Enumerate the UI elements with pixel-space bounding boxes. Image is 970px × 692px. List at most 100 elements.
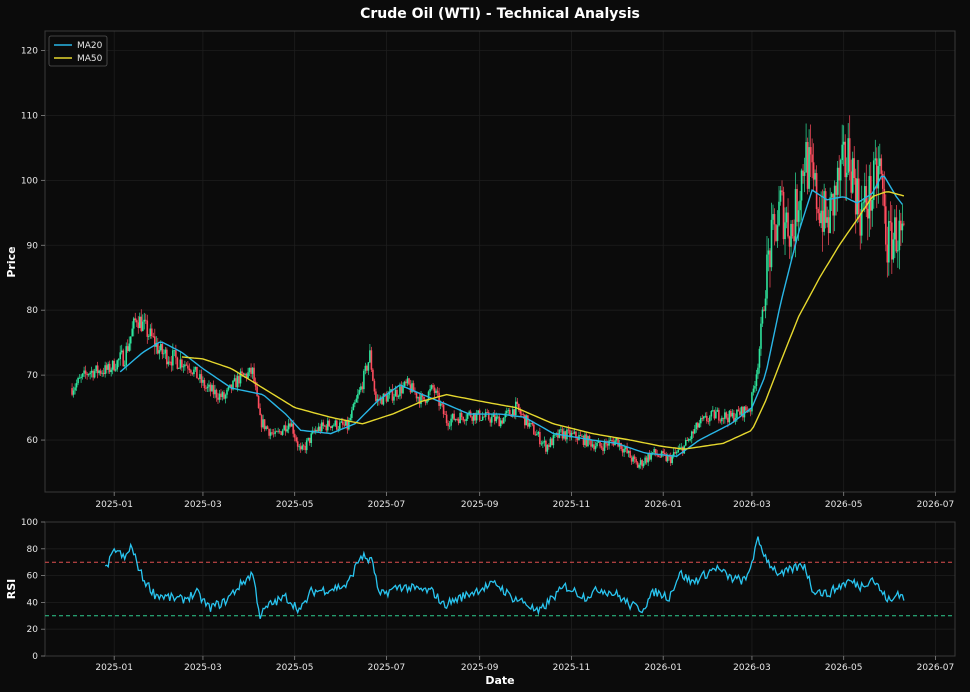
candle-body (755, 374, 758, 386)
candle-body (507, 409, 510, 411)
candle-body (821, 210, 824, 232)
candle-body (620, 443, 622, 450)
candle-body (814, 173, 816, 180)
candle-body (851, 158, 854, 193)
candle-body (493, 414, 496, 422)
rsi-x-tick-label: 2025-09 (461, 663, 499, 673)
candle-body (342, 421, 344, 425)
candle-body (93, 371, 96, 378)
candle-body (751, 392, 753, 412)
candle-body (767, 250, 770, 255)
price-y-ticks: 60 70 80 90 100 110 120 (21, 46, 45, 446)
candle-body (621, 449, 624, 453)
candle-body (531, 422, 534, 425)
candle-body (534, 434, 537, 436)
candle-body (545, 440, 547, 452)
rsi-y-tick-label: 100 (21, 518, 38, 528)
candle-body (463, 420, 466, 422)
candle-body (891, 222, 893, 260)
candle-body (272, 433, 275, 435)
candle-body (716, 409, 719, 412)
candle-body (123, 365, 126, 367)
candle-body (875, 158, 878, 189)
candle-body (71, 388, 73, 395)
candle-body (703, 416, 705, 419)
candle-body (78, 377, 81, 379)
candle-body (376, 398, 379, 402)
candle-body (110, 369, 112, 373)
candle-body (293, 433, 296, 438)
candle-body (269, 432, 272, 436)
candle-body (101, 372, 103, 374)
rsi-x-tick-label: 2026-05 (825, 663, 863, 673)
candle-body (863, 186, 866, 203)
candle-body (590, 440, 592, 447)
rsi-x-tick-label: 2026-03 (733, 663, 771, 673)
candle-body (698, 423, 701, 428)
candle-body (706, 415, 708, 422)
candle-body (438, 392, 440, 406)
candle-body (421, 394, 424, 397)
candle-body (325, 425, 328, 431)
candle-body (552, 435, 555, 446)
candle-body (361, 386, 364, 390)
candle-body (173, 350, 176, 352)
candle-body (511, 409, 514, 417)
candle-body (307, 437, 310, 441)
candle-body (411, 383, 413, 393)
candle-body (885, 206, 887, 245)
candle-body (504, 413, 507, 418)
rsi-y-ticks: 0 20 40 60 80 100 (21, 518, 45, 662)
candle-body (878, 158, 881, 167)
candle-body (745, 406, 747, 411)
x-axis-label: Date (485, 674, 514, 687)
candle-body (581, 436, 583, 437)
rsi-y-tick-label: 20 (27, 625, 39, 635)
candle-body (253, 367, 255, 382)
candle-body (882, 173, 884, 189)
candle-body (663, 452, 666, 455)
candle-body (80, 376, 82, 378)
candle-body (265, 426, 267, 430)
candle-body (736, 409, 738, 419)
candle-body (812, 162, 815, 180)
candle-body (477, 410, 479, 414)
candle-body (334, 420, 337, 426)
candle-body (466, 413, 469, 419)
candle-body (536, 434, 538, 436)
candle-body (332, 425, 335, 427)
candle-body (302, 445, 305, 447)
candle-body (779, 190, 782, 202)
candle-body (772, 214, 774, 220)
candle-body (769, 250, 771, 268)
candle-body (823, 191, 825, 232)
candle-body (903, 223, 905, 225)
candle-body (116, 360, 118, 370)
candle-body (888, 221, 890, 263)
candle-body (83, 370, 85, 374)
candle-body (728, 410, 731, 423)
candle-body (830, 193, 833, 198)
candle-body (519, 409, 522, 414)
candle-body (393, 396, 395, 401)
candle-body (596, 442, 598, 447)
candle-body (633, 456, 636, 459)
candle-body (391, 389, 394, 401)
candle-body (299, 446, 302, 450)
candle-body (516, 401, 519, 404)
candle-body (654, 449, 657, 455)
candle-body (546, 444, 549, 452)
candle-body (346, 420, 349, 430)
candle-body (752, 388, 755, 393)
candle-body (277, 430, 279, 432)
candle-body (525, 415, 528, 426)
candle-body (81, 373, 84, 377)
candle-body (543, 440, 546, 443)
candle-body (160, 343, 162, 351)
candle-body (280, 431, 282, 435)
candle-body (659, 456, 661, 458)
candle-body (817, 208, 819, 214)
candle-body (351, 410, 353, 418)
candle-body (650, 453, 652, 460)
candle-body (579, 435, 582, 437)
